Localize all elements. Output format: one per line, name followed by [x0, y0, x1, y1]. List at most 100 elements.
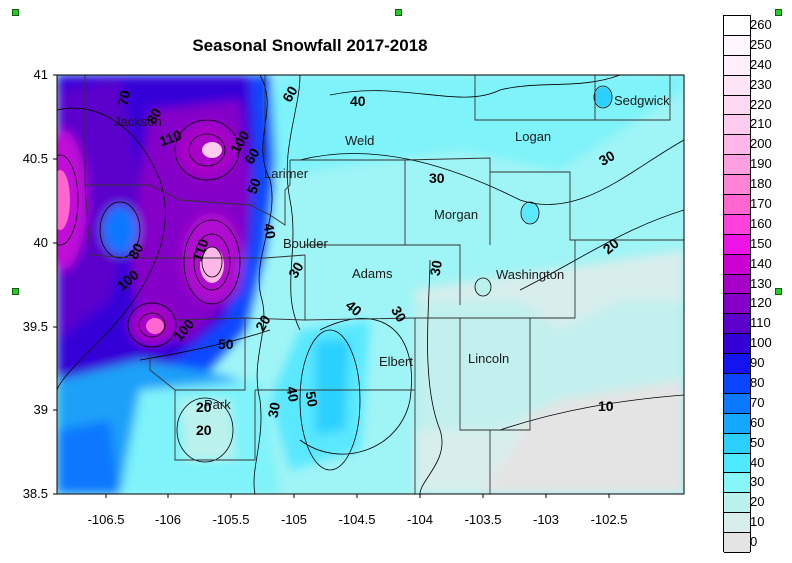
legend-swatch: [724, 195, 750, 215]
legend-label: 80: [750, 374, 765, 390]
legend-swatch: [724, 95, 750, 116]
legend-swatch: [724, 214, 750, 235]
legend-label: 170: [750, 195, 772, 211]
legend-swatch: [724, 513, 750, 534]
x-tick-label: -102.5: [590, 512, 628, 527]
contour-label: 20: [196, 399, 212, 415]
map-title: Seasonal Snowfall 2017-2018: [192, 36, 428, 55]
legend-label: 160: [750, 215, 772, 231]
legend-swatch: [724, 254, 750, 275]
legend-label: 130: [750, 275, 772, 291]
hotspot-washington: [475, 278, 491, 296]
hotspot-east-lowspot: [522, 203, 538, 223]
county-label-logan: Logan: [515, 129, 552, 144]
hotspot-west: [57, 170, 70, 230]
selection-handle-mid-left[interactable]: [12, 288, 19, 295]
legend-swatch: [724, 493, 750, 514]
y-tick-label: 39.5: [22, 319, 48, 334]
legend-swatch: [724, 234, 750, 255]
legend-swatch: [724, 75, 750, 96]
contour-label: 30: [264, 400, 284, 420]
county-label-park: Park: [204, 397, 231, 412]
x-tick-label: -103.5: [464, 512, 502, 527]
legend-swatch: [724, 16, 750, 36]
county-label-boulder: Boulder: [283, 236, 328, 251]
legend-swatch: [724, 175, 750, 195]
x-tick-label: -106: [154, 512, 182, 527]
x-tick-label: -105: [280, 512, 308, 527]
legend-label: 210: [750, 116, 772, 132]
legend-label: 60: [750, 414, 765, 430]
legend-swatch: [724, 155, 750, 176]
legend-swatch: [724, 294, 750, 315]
legend-swatch: [724, 115, 750, 136]
contour-label: 20: [196, 422, 212, 438]
contour-lines: [57, 75, 684, 494]
hotspot-south: [146, 318, 164, 334]
legend-swatch: [724, 354, 750, 374]
legend-swatch: [724, 135, 750, 156]
legend-label: 30: [750, 474, 765, 490]
legend-label: 240: [750, 56, 772, 72]
selection-handle-top-left[interactable]: [12, 9, 19, 16]
county-label-weld: Weld: [345, 133, 375, 148]
legend-color-bar: [723, 15, 751, 553]
tick-marks: [53, 74, 610, 498]
legend-swatch: [724, 413, 750, 434]
legend-label: 190: [750, 156, 772, 172]
county-label-sedgwick: Sedgwick: [614, 93, 670, 108]
contour-label: 40: [260, 221, 280, 241]
legend-swatch: [724, 314, 750, 335]
legend-label: 100: [750, 335, 772, 351]
legend-swatch: [724, 35, 750, 56]
legend-label: 20: [750, 494, 765, 510]
legend-swatch: [724, 393, 750, 414]
y-tick-label: 41: [33, 67, 48, 82]
contour-label: 30: [429, 170, 445, 186]
contour-label: 50: [218, 336, 234, 352]
contour-label: 40: [283, 384, 303, 404]
y-tick-label: 39: [33, 402, 48, 417]
county-label-larimer: Larimer: [264, 166, 309, 181]
selection-handle-top-center[interactable]: [395, 9, 402, 16]
selection-handle-top-right[interactable]: [775, 9, 782, 16]
x-tick-label: -104.5: [338, 512, 376, 527]
contour-label: 50: [302, 389, 322, 409]
y-tick-label: 38.5: [22, 486, 48, 501]
county-label-morgan: Morgan: [434, 207, 479, 222]
legend-swatch: [724, 533, 750, 553]
legend-label: 70: [750, 394, 765, 410]
legend-label: 260: [750, 16, 772, 32]
county-label-adams: Adams: [352, 266, 393, 281]
legend-label: 220: [750, 96, 772, 112]
legend-label: 50: [750, 434, 765, 450]
legend-swatch: [724, 274, 750, 295]
legend-label: 10: [750, 514, 765, 530]
legend-label: 0: [750, 534, 758, 550]
legend-swatch: [724, 473, 750, 494]
legend-label: 90: [750, 355, 765, 371]
x-tick-label: -106.5: [87, 512, 125, 527]
legend-label: 120: [750, 295, 772, 311]
hotspot-north: [202, 142, 222, 158]
county-label-elbert: Elbert: [379, 354, 413, 369]
county-label-washington: Washington: [496, 267, 565, 282]
county-label-lincoln: Lincoln: [468, 351, 510, 366]
legend-label: 200: [750, 136, 772, 152]
contour-label: 70: [114, 88, 134, 108]
legend-swatch: [724, 374, 750, 394]
contour-label: 30: [426, 258, 446, 278]
contour-label: 10: [598, 398, 614, 414]
legend-label: 250: [750, 36, 772, 52]
plot-frame: [56, 74, 685, 495]
legend-label: 40: [750, 454, 765, 470]
legend-label: 230: [750, 76, 772, 92]
x-tick-label: -104: [406, 512, 434, 527]
legend-swatch: [724, 433, 750, 454]
legend-label: 110: [750, 315, 771, 331]
y-tick-label: 40.5: [22, 151, 48, 166]
x-tick-label: -103: [532, 512, 560, 527]
selection-handle-mid-right[interactable]: [775, 288, 782, 295]
county-label-jackson: Jackson: [114, 114, 162, 129]
